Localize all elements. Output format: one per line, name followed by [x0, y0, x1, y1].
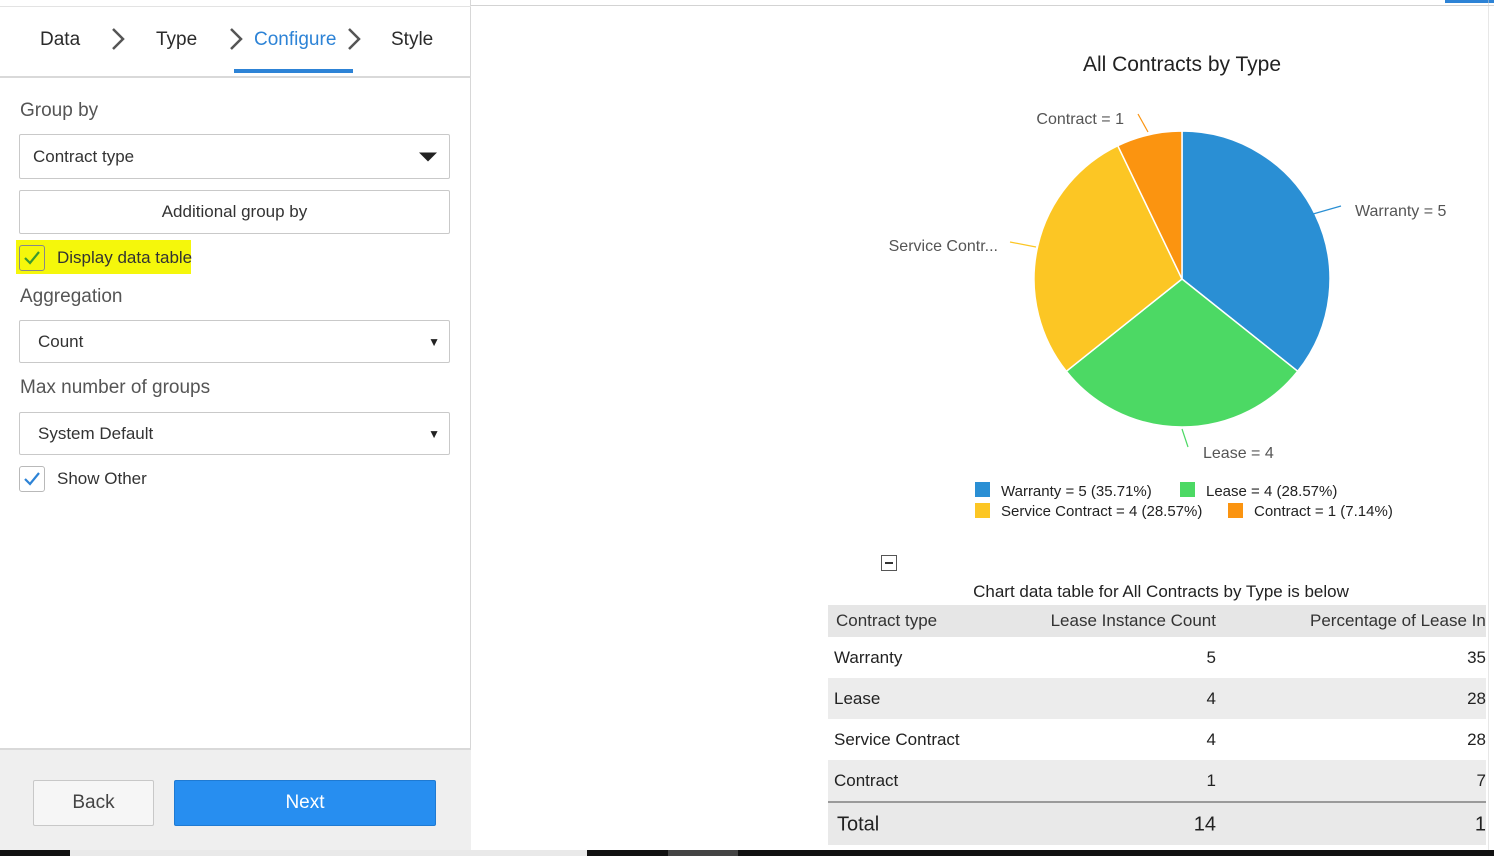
table-header-row: Contract type Lease Instance Count Perce…	[828, 605, 1486, 637]
table-cell: 7	[1476, 770, 1486, 790]
top-divider	[471, 5, 1494, 6]
pie-slice-lease[interactable]	[1065, 278, 1299, 428]
table-row: Service Contract 4 28	[828, 719, 1486, 760]
chart-data-table: Contract type Lease Instance Count Perce…	[828, 605, 1486, 845]
slice-label-warranty: Warranty = 5	[1355, 203, 1447, 220]
aggregation-label: Aggregation	[20, 286, 123, 307]
table-header[interactable]: Percentage of Lease Inst	[1310, 611, 1486, 630]
table-cell: 28	[1467, 688, 1486, 708]
chart-title: All Contracts by Type	[1082, 53, 1282, 76]
legend-item-lease[interactable]: Lease = 4 (28.57%)	[1206, 483, 1338, 500]
top-accent-bar	[1445, 0, 1494, 3]
next-button[interactable]: Next	[174, 780, 436, 826]
display-data-table-label: Display data table	[57, 248, 193, 267]
wizard-steps: Data Type Configure Style	[0, 6, 471, 78]
max-groups-value: System Default	[38, 423, 154, 443]
table-cell: Contract	[834, 770, 899, 790]
checkmark-icon	[24, 251, 40, 265]
legend-item-warranty[interactable]: Warranty = 5 (35.71%)	[1001, 483, 1152, 500]
slice-label-connector	[1009, 241, 1037, 248]
max-groups-label: Max number of groups	[20, 377, 211, 398]
pie-slice-service-contract[interactable]	[1033, 144, 1183, 373]
slice-label-service-contract: Service Contr...	[889, 238, 998, 255]
step-data[interactable]: Data	[40, 29, 81, 50]
group-by-label: Group by	[20, 100, 99, 121]
slice-label-connector	[1137, 113, 1149, 133]
step-type[interactable]: Type	[156, 29, 198, 50]
scroll-edge	[1488, 0, 1489, 856]
table-total-count: 14	[1193, 813, 1216, 836]
wizard-footer: Back Next	[0, 748, 471, 856]
legend-item-contract[interactable]: Contract = 1 (7.14%)	[1254, 503, 1393, 520]
table-cell: 28	[1467, 729, 1486, 749]
table-row: Contract 1 7	[828, 760, 1486, 801]
pie-slice-warranty[interactable]	[1181, 130, 1331, 373]
aggregation-value: Count	[38, 331, 84, 351]
table-total-row: Total 14 1	[828, 801, 1486, 845]
table-cell: 4	[1206, 729, 1216, 749]
table-caption: Chart data table for All Contracts by Ty…	[973, 582, 1349, 601]
table-total-label: Total	[837, 813, 880, 836]
table-header[interactable]: Contract type	[836, 611, 938, 630]
legend-swatch-contract	[1228, 503, 1243, 518]
additional-group-by-button[interactable]: Additional group by	[19, 190, 450, 234]
table-header[interactable]: Lease Instance Count	[1050, 611, 1216, 630]
table-cell: 5	[1206, 647, 1216, 667]
caret-down-icon	[419, 152, 437, 161]
slice-label-connector	[1181, 428, 1189, 448]
group-by-value: Contract type	[33, 146, 135, 166]
configuration-panel: Data Type Configure Style Group by Contr…	[0, 0, 471, 856]
legend-swatch-warranty	[975, 482, 990, 497]
table-cell: Warranty	[834, 647, 903, 667]
checkmark-icon	[24, 472, 40, 486]
chevron-right-icon	[108, 25, 128, 53]
pie-slice-contract[interactable]	[1116, 130, 1183, 280]
table-row: Warranty 5 35	[828, 637, 1486, 678]
active-step-indicator	[234, 69, 353, 73]
legend-swatch-service-contract	[975, 503, 990, 518]
chevron-right-icon	[226, 25, 246, 53]
taskbar-strip	[0, 850, 1494, 856]
step-configure[interactable]: Configure	[254, 29, 337, 50]
step-style[interactable]: Style	[391, 29, 434, 50]
max-groups-select[interactable]: System Default ▼	[19, 412, 450, 455]
table-row: Lease 4 28	[828, 678, 1486, 719]
show-other-checkbox[interactable]	[19, 466, 45, 492]
group-by-select[interactable]: Contract type	[19, 134, 450, 179]
table-cell: 1	[1206, 770, 1216, 790]
back-button[interactable]: Back	[33, 780, 154, 826]
slice-label-connector	[1312, 205, 1342, 215]
table-cell: Lease	[834, 688, 881, 708]
pie-chart: Warranty = 5 Lease = 4 Service Contr... Con…	[889, 111, 1447, 462]
collapse-table-icon[interactable]	[881, 555, 897, 571]
legend-swatch-lease	[1180, 482, 1195, 497]
table-cell: 35	[1467, 647, 1486, 667]
chevron-right-icon	[344, 25, 364, 53]
table-cell: 4	[1206, 688, 1216, 708]
caret-down-icon: ▼	[428, 426, 440, 441]
slice-label-lease: Lease = 4	[1203, 445, 1274, 462]
slice-label-contract: Contract = 1	[1036, 111, 1124, 128]
legend-item-service-contract[interactable]: Service Contract = 4 (28.57%)	[1001, 503, 1203, 520]
table-total-pct: 1	[1474, 813, 1486, 836]
caret-down-icon: ▼	[428, 334, 440, 349]
aggregation-select[interactable]: Count ▼	[19, 320, 450, 363]
text-highlight	[16, 240, 191, 274]
display-data-table-checkbox[interactable]	[19, 245, 45, 271]
show-other-label: Show Other	[57, 469, 147, 488]
table-cell: Service Contract	[834, 729, 960, 749]
